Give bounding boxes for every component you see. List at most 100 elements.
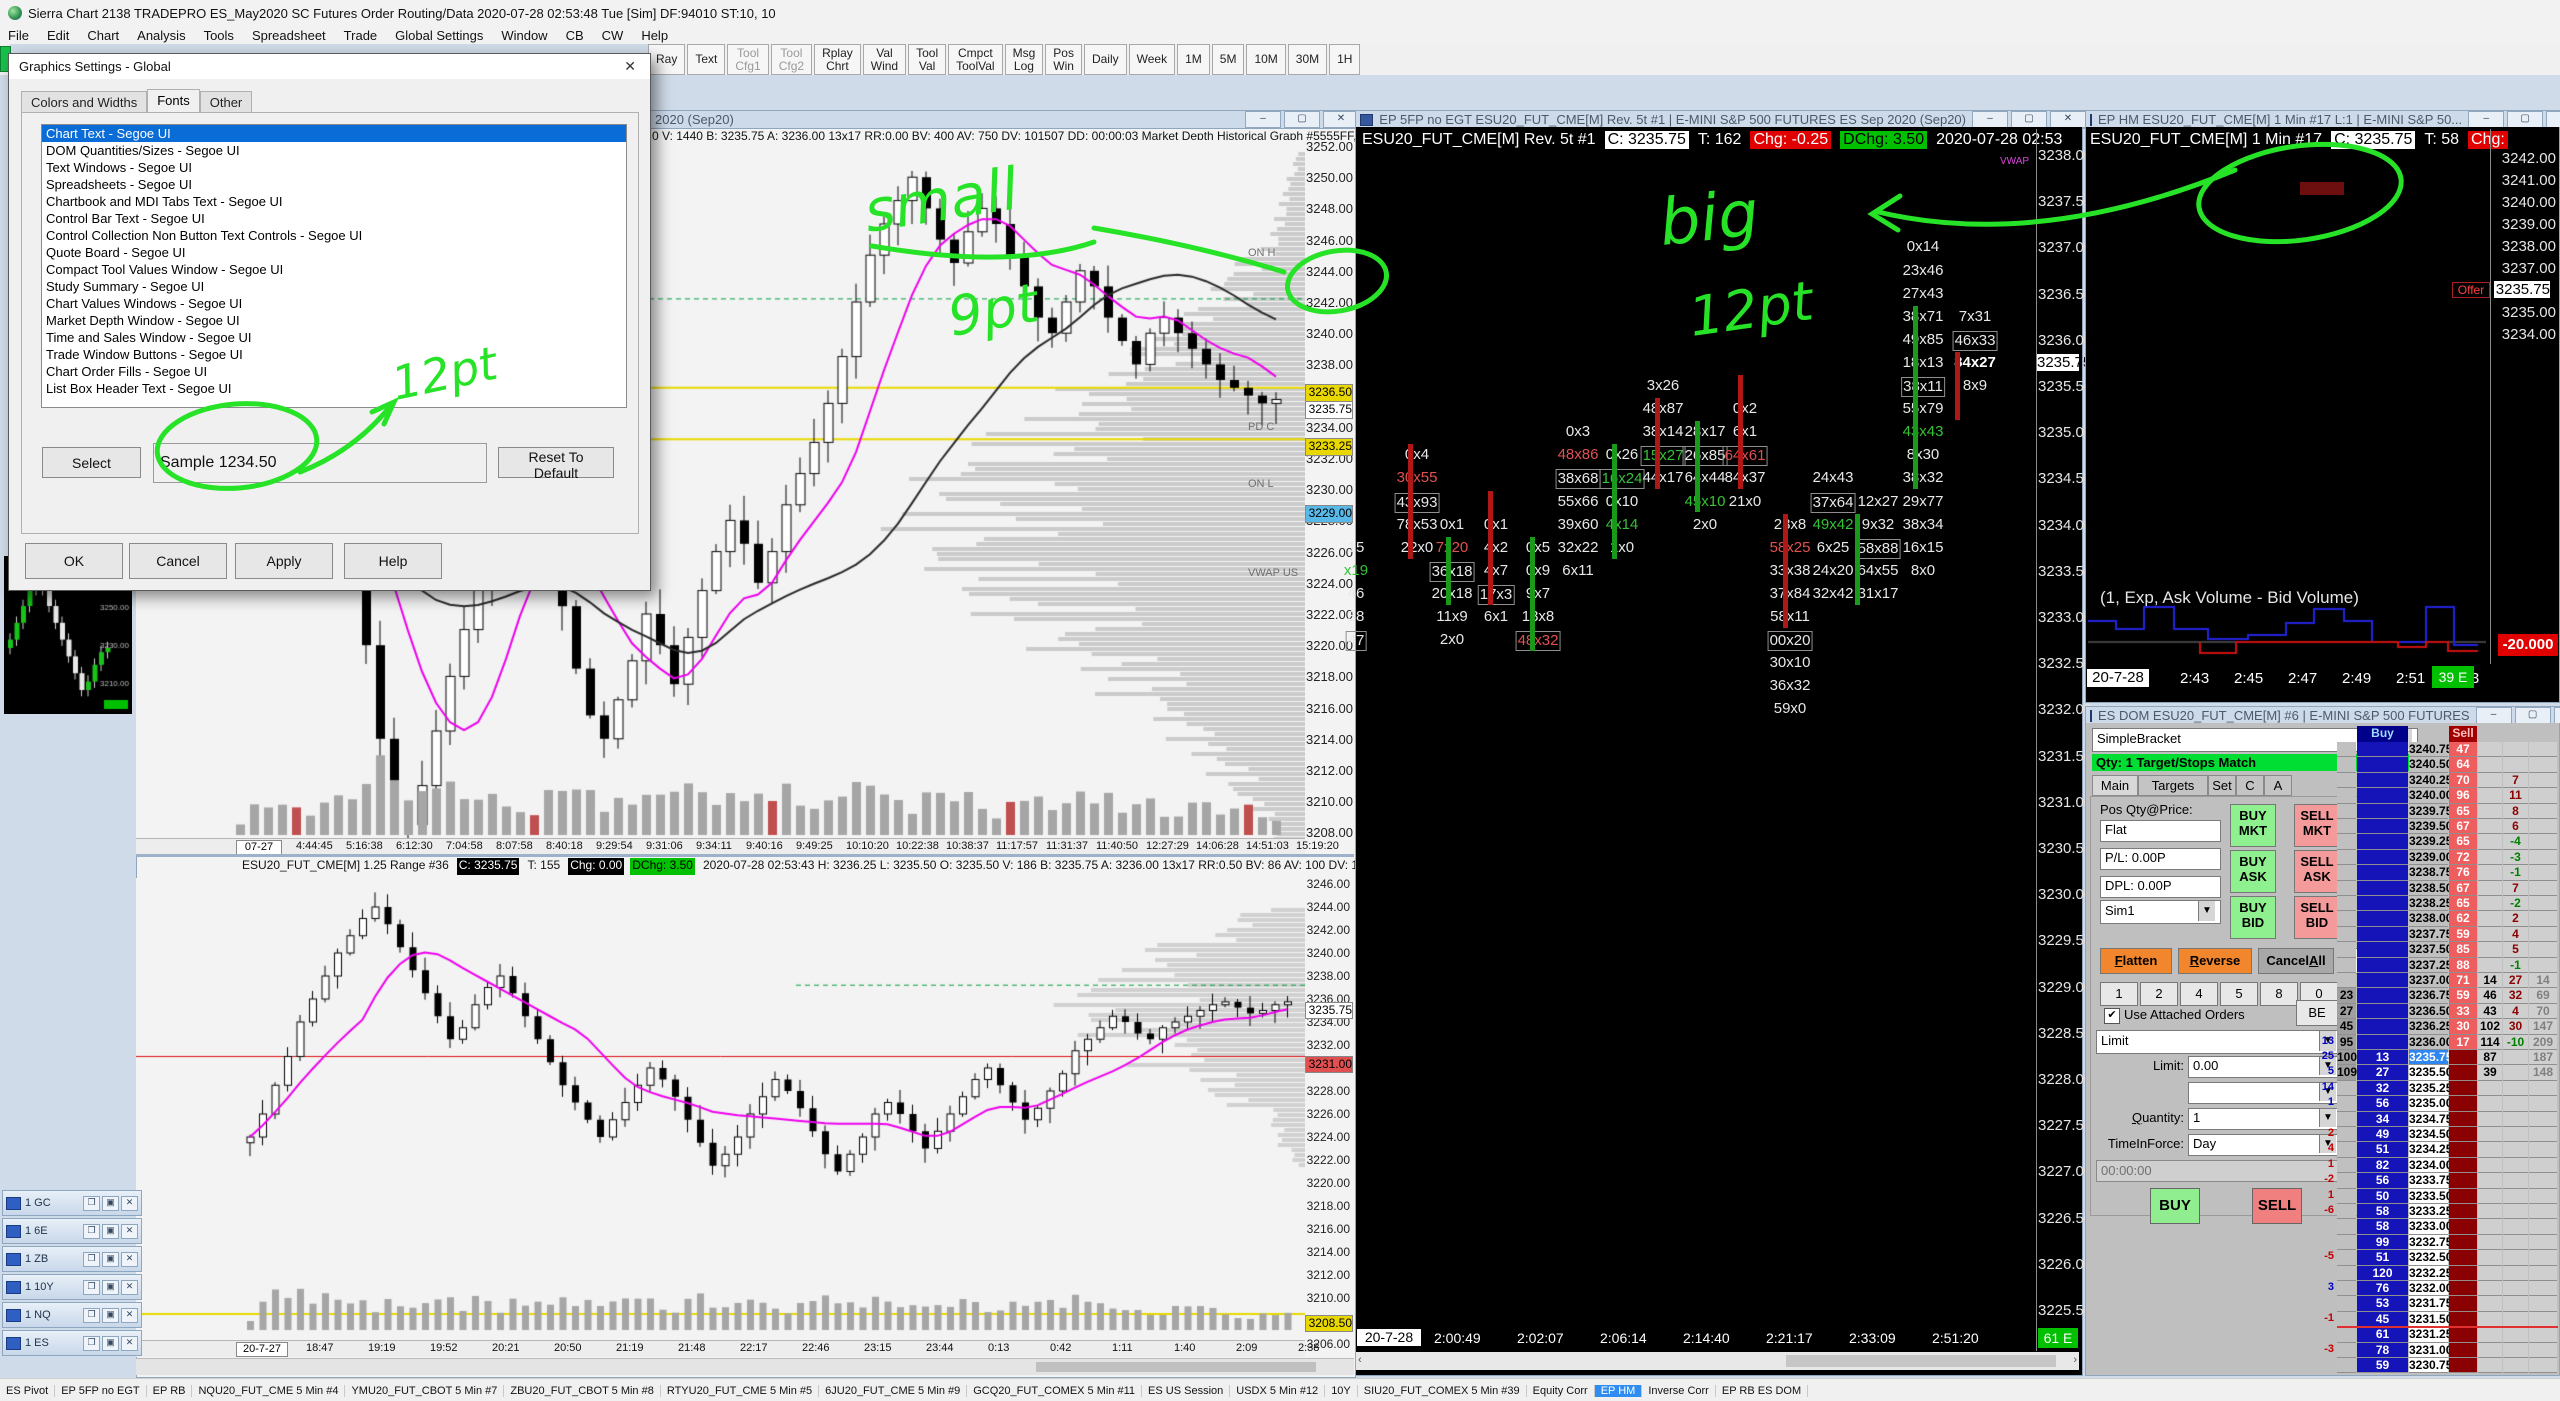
ladder-col1-cell[interactable]: [2478, 757, 2502, 773]
font-setting-item[interactable]: List Box Header Text - Segoe UI: [46, 381, 232, 396]
volume-panel-minimize-icon[interactable]: –: [2468, 111, 2505, 128]
ladder-sell-cell[interactable]: 17: [2449, 1034, 2477, 1050]
ladder-sell-cell[interactable]: 70: [2449, 772, 2477, 789]
ladder-col1-cell[interactable]: 102: [2478, 1019, 2502, 1035]
ladder-sell-cell[interactable]: 88: [2449, 957, 2477, 973]
ladder-left-cell[interactable]: [2337, 880, 2356, 896]
ladder-price-cell[interactable]: 3238.75: [2409, 865, 2453, 881]
main-chart-minimize-icon[interactable]: –: [1245, 111, 1281, 128]
ladder-col3-cell[interactable]: [2529, 1250, 2557, 1266]
buy-ask-button[interactable]: BUY ASK: [2230, 850, 2276, 893]
ladder-sell-cell[interactable]: 59: [2449, 988, 2477, 1004]
chartbook-tab-ymu20-fut-cbot-5-min-7[interactable]: YMU20_FUT_CBOT 5 Min #7: [345, 1384, 505, 1397]
sell-ask-button[interactable]: SELL ASK: [2294, 850, 2340, 893]
ladder-price-cell[interactable]: 3233.50: [2409, 1188, 2453, 1204]
ladder-price-cell[interactable]: 3237.00: [2409, 973, 2453, 989]
ladder-left-cell[interactable]: [2337, 1234, 2356, 1251]
ladder-col3-cell[interactable]: [2529, 1127, 2557, 1143]
ladder-left-cell[interactable]: [2337, 1327, 2356, 1343]
ladder-col3-cell[interactable]: [2529, 834, 2557, 850]
properties-icon[interactable]: ❐: [83, 1279, 100, 1295]
chartbook-tab-rtyu20-fut-cme-5-min-5[interactable]: RTYU20_FUT_CME 5 Min #5: [661, 1384, 820, 1397]
ladder-col1-cell[interactable]: [2478, 1358, 2502, 1374]
ladder-col3-cell[interactable]: [2529, 849, 2557, 866]
close-icon[interactable]: ✕: [121, 1279, 138, 1295]
ladder-sell-cell[interactable]: [2449, 1142, 2477, 1158]
ladder-col3-cell[interactable]: [2529, 1327, 2557, 1343]
ladder-col3-cell[interactable]: [2529, 1342, 2557, 1358]
ladder-price-cell[interactable]: 3237.75: [2409, 926, 2453, 943]
ladder-price-cell[interactable]: 3239.00: [2409, 849, 2453, 866]
ladder-sell-cell[interactable]: 33: [2449, 1003, 2477, 1020]
ladder-sell-cell[interactable]: 64: [2449, 757, 2477, 773]
chartbook-tab-gcq20-fut-comex-5-min-11[interactable]: GCQ20_FUT_COMEX 5 Min #11: [967, 1384, 1143, 1397]
ladder-price-cell[interactable]: 3240.50: [2409, 757, 2453, 773]
ladder-col1-cell[interactable]: [2478, 742, 2502, 758]
account-combo[interactable]: Sim1 ▼: [2100, 900, 2221, 924]
ladder-col3-cell[interactable]: [2529, 1173, 2557, 1189]
chartbook-tab-ep-5fp-no-egt[interactable]: EP 5FP no EGT: [55, 1384, 147, 1397]
chartbook-tab-ep-rb[interactable]: EP RB: [147, 1384, 193, 1397]
ladder-price-cell[interactable]: 3232.00: [2409, 1281, 2453, 1297]
properties-icon[interactable]: ❐: [83, 1307, 100, 1323]
chartbook-tab-6ju20-fut-cme-5-min-9[interactable]: 6JU20_FUT_CME 5 Min #9: [819, 1384, 968, 1397]
ladder-col1-cell[interactable]: [2478, 957, 2502, 973]
chartbook-tab-siu20-fut-comex-5-min-39[interactable]: SIU20_FUT_COMEX 5 Min #39: [1358, 1384, 1527, 1397]
ladder-price-cell[interactable]: 3234.25: [2409, 1142, 2453, 1158]
order-type-combo[interactable]: Limit ▼: [2096, 1030, 2342, 1054]
ladder-price-cell[interactable]: 3239.75: [2409, 803, 2453, 819]
chevron-down-icon[interactable]: ▼: [2319, 1109, 2336, 1127]
ladder-sell-cell[interactable]: [2449, 1265, 2477, 1281]
limit-price-combo[interactable]: 0.00 ▼: [2188, 1056, 2342, 1078]
ladder-col2-cell[interactable]: [2503, 1204, 2528, 1220]
font-settings-list[interactable]: Chart Text - Segoe UI DOM Quantities/Size…: [41, 124, 627, 408]
ladder-left-cell[interactable]: [2337, 911, 2356, 927]
trade-tab-set[interactable]: Set: [2208, 775, 2236, 796]
ladder-col3-cell[interactable]: [2529, 1111, 2557, 1127]
ladder-col3-cell[interactable]: [2529, 1296, 2557, 1312]
ladder-left-cell[interactable]: 100: [2337, 1050, 2358, 1066]
ladder-buy-cell[interactable]: [2357, 803, 2408, 819]
ladder-left-cell[interactable]: [2337, 1296, 2356, 1312]
ladder-col2-cell[interactable]: 5: [2503, 942, 2528, 958]
ladder-price-cell[interactable]: 3235.25: [2409, 1080, 2453, 1097]
ladder-col3-cell[interactable]: [2529, 926, 2557, 943]
ladder-col3-cell[interactable]: [2529, 1265, 2557, 1281]
dom-restore-icon[interactable]: ▢: [2514, 707, 2551, 724]
ladder-col1-cell[interactable]: [2478, 1157, 2502, 1174]
ladder-buy-cell[interactable]: 51: [2357, 1142, 2408, 1158]
ladder-col3-cell[interactable]: [2529, 1188, 2557, 1204]
ladder-price-cell[interactable]: 3231.25: [2409, 1327, 2453, 1343]
ladder-col1-cell[interactable]: [2478, 1250, 2502, 1266]
font-setting-item[interactable]: DOM Quantities/Sizes - Segoe UI: [46, 143, 240, 158]
select-button[interactable]: Select: [42, 447, 141, 478]
ladder-buy-cell[interactable]: 50: [2357, 1188, 2408, 1204]
ok-button[interactable]: OK: [25, 543, 123, 579]
ladder-buy-cell[interactable]: [2357, 1003, 2408, 1020]
ladder-col2-cell[interactable]: [2503, 1234, 2528, 1251]
scroll-thumb[interactable]: [1036, 1362, 1316, 1372]
scroll-right-arrow[interactable]: ›: [2073, 1354, 2077, 1366]
properties-icon[interactable]: ❐: [83, 1223, 100, 1239]
ladder-col1-cell[interactable]: 87: [2478, 1050, 2502, 1066]
ladder-col2-cell[interactable]: [2503, 1173, 2528, 1189]
font-setting-item[interactable]: Compact Tool Values Window - Segoe UI: [46, 262, 284, 277]
ladder-col2-cell[interactable]: [2503, 1096, 2528, 1112]
ladder-col3-cell[interactable]: [2529, 1219, 2557, 1235]
ladder-buy-cell[interactable]: 56: [2357, 1096, 2408, 1112]
ladder-left-cell[interactable]: [2337, 1188, 2356, 1204]
ladder-col3-cell[interactable]: 70: [2529, 1003, 2557, 1020]
chevron-down-icon[interactable]: ▼: [2198, 901, 2215, 921]
ladder-col2-cell[interactable]: -3: [2503, 849, 2528, 866]
ladder-buy-cell[interactable]: 49: [2357, 1127, 2408, 1143]
ladder-sell-cell[interactable]: [2449, 1296, 2477, 1312]
ladder-price-cell[interactable]: 3236.50: [2409, 1003, 2453, 1020]
ladder-sell-cell[interactable]: 85: [2449, 942, 2477, 958]
ladder-sell-cell[interactable]: 65: [2449, 834, 2477, 850]
ladder-col2-cell[interactable]: [2503, 1296, 2528, 1312]
buy-mkt-button[interactable]: BUY MKT: [2230, 804, 2276, 847]
footprint-restore-icon[interactable]: ▢: [2011, 111, 2047, 128]
ladder-buy-cell[interactable]: [2357, 1019, 2408, 1035]
ladder-col1-cell[interactable]: [2478, 1311, 2502, 1328]
close-icon[interactable]: ✕: [121, 1335, 138, 1351]
